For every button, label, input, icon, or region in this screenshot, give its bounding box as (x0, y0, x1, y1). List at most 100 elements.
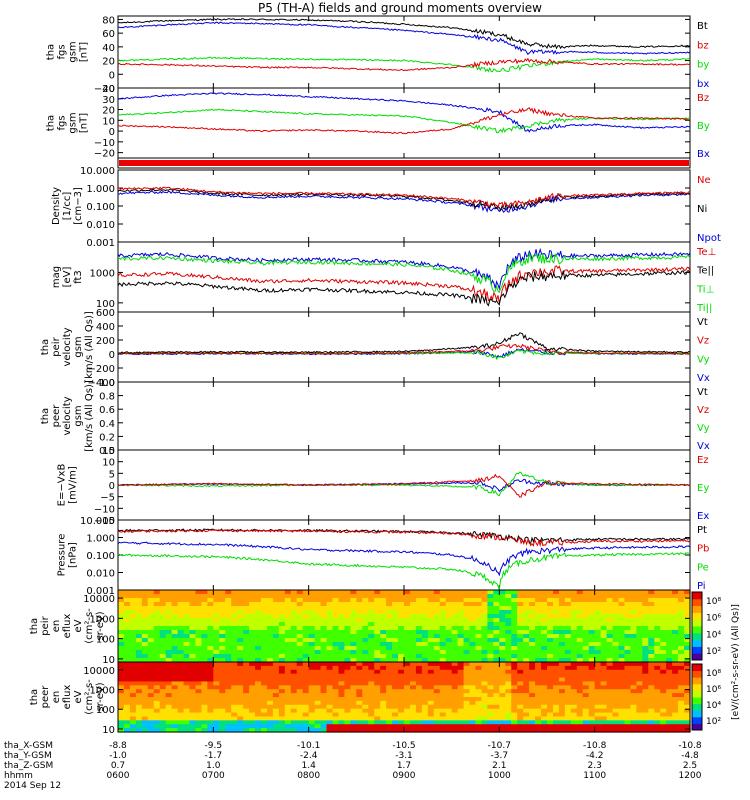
spectrogram-cell (201, 708, 208, 714)
spectrogram-cell (380, 590, 387, 595)
spectrogram-cell (153, 650, 161, 655)
spectrogram-cell (535, 681, 542, 686)
spectrogram-cell (529, 673, 536, 679)
spectrogram-cell (499, 634, 506, 639)
spectrogram-cell (243, 630, 250, 635)
spectrogram-cell (147, 650, 155, 655)
spectrogram-cell (552, 704, 560, 710)
spectrogram-cell (529, 614, 536, 619)
spectrogram-cell (201, 669, 208, 675)
spectrogram-cell (392, 673, 399, 679)
spectrogram-cell (475, 669, 483, 675)
spectrogram-cell (362, 594, 369, 599)
spectrogram-cell (421, 618, 429, 623)
spectrogram-cell (636, 630, 643, 635)
spectrogram-cell (511, 704, 518, 710)
spectrogram-cell (505, 658, 512, 663)
spectrogram-cell (487, 673, 494, 679)
spectrogram-cell (159, 622, 167, 627)
spectrogram-cell (344, 646, 351, 651)
spectrogram-cell (558, 610, 566, 615)
spectrogram-cell (398, 689, 405, 694)
spectrogram-cell (195, 669, 203, 675)
spectrogram-cell (255, 712, 262, 718)
spectrogram-cell (195, 681, 203, 686)
spectrogram-cell (469, 594, 477, 599)
x-tick-label: 0800 (297, 771, 320, 781)
spectrogram-cell (624, 673, 632, 679)
colorbar-swatch (692, 592, 702, 600)
spectrogram-cell (368, 716, 375, 721)
spectrogram-cell (409, 622, 417, 627)
spectrogram-cell (195, 689, 203, 694)
spectrogram-cell (153, 622, 161, 627)
spectrogram-cell (326, 685, 334, 690)
spectrogram-cell (302, 724, 310, 729)
spectrogram-cell (237, 685, 244, 690)
spectrogram-cell (314, 630, 322, 635)
spectrogram-cell (261, 598, 268, 603)
spectrogram-cell (278, 662, 286, 667)
spectrogram-cell (630, 626, 637, 631)
spectrogram-cell (684, 716, 691, 721)
colorbar-swatch (692, 697, 702, 705)
spectrogram-cell (624, 630, 632, 635)
y-tick-label: 40 (102, 43, 115, 54)
spectrogram-cell (219, 724, 226, 729)
spectrogram-cell (398, 642, 405, 647)
spectrogram-cell (594, 677, 602, 683)
spectrogram-cell (487, 602, 494, 607)
spectrogram-cell (618, 716, 626, 721)
spectrogram-cell (290, 693, 298, 698)
spectrogram-cell (231, 704, 238, 710)
spectrogram-cell (445, 681, 453, 686)
spectrogram-cell (296, 614, 304, 619)
spectrogram-cell (284, 712, 292, 718)
spectrogram-cell (153, 712, 161, 718)
spectrogram-cell (266, 598, 274, 603)
spectrogram-cell (612, 650, 620, 655)
spectrogram-cell (523, 594, 530, 599)
spectrogram-cell (588, 638, 596, 643)
spectrogram-cell (326, 728, 334, 733)
spectrogram-cell (350, 610, 357, 615)
spectrogram-cell (249, 716, 256, 721)
spectrogram-cell (684, 697, 691, 702)
spectrogram-cell (570, 598, 578, 603)
spectrogram-cell (231, 630, 238, 635)
spectrogram-cell (255, 614, 262, 619)
spectrogram-cell (278, 685, 286, 690)
spectrogram-cell (123, 626, 131, 631)
spectrogram-cell (338, 681, 346, 686)
spectrogram-cell (666, 673, 673, 679)
spectrogram-cell (362, 590, 369, 595)
spectrogram-cell (177, 610, 185, 615)
spectrogram-cell (290, 602, 298, 607)
spectrogram-cell (308, 614, 316, 619)
spectrogram-cell (123, 689, 131, 694)
spectrogram-cell (356, 665, 363, 671)
spectrogram-cell (541, 630, 548, 635)
spectrogram-cell (266, 681, 274, 686)
spectrogram-cell (374, 618, 381, 623)
spectrogram-cell (535, 654, 542, 659)
spectrogram-cell (207, 630, 214, 635)
spectrogram-cell (505, 697, 512, 702)
spectrogram-cell (284, 638, 292, 643)
spectrogram-cell (308, 606, 316, 611)
spectrogram-cell (421, 662, 429, 667)
spectrogram-cell (576, 626, 584, 631)
y-axis-label: (cm²-s- (84, 679, 95, 715)
spectrogram-cell (487, 677, 494, 683)
spectrogram-cell (666, 697, 673, 702)
spectrogram-cell (344, 610, 351, 615)
spectrogram-cell (118, 622, 125, 627)
spectrogram-cell (499, 662, 506, 667)
spectrogram-cell (433, 594, 441, 599)
spectrogram-cell (123, 614, 131, 619)
spectrogram-cell (296, 618, 304, 623)
y-axis-label: gsm (73, 336, 84, 357)
spectrogram-cell (159, 669, 167, 675)
spectrogram-cell (451, 634, 459, 639)
spectrogram-cell (165, 716, 173, 721)
